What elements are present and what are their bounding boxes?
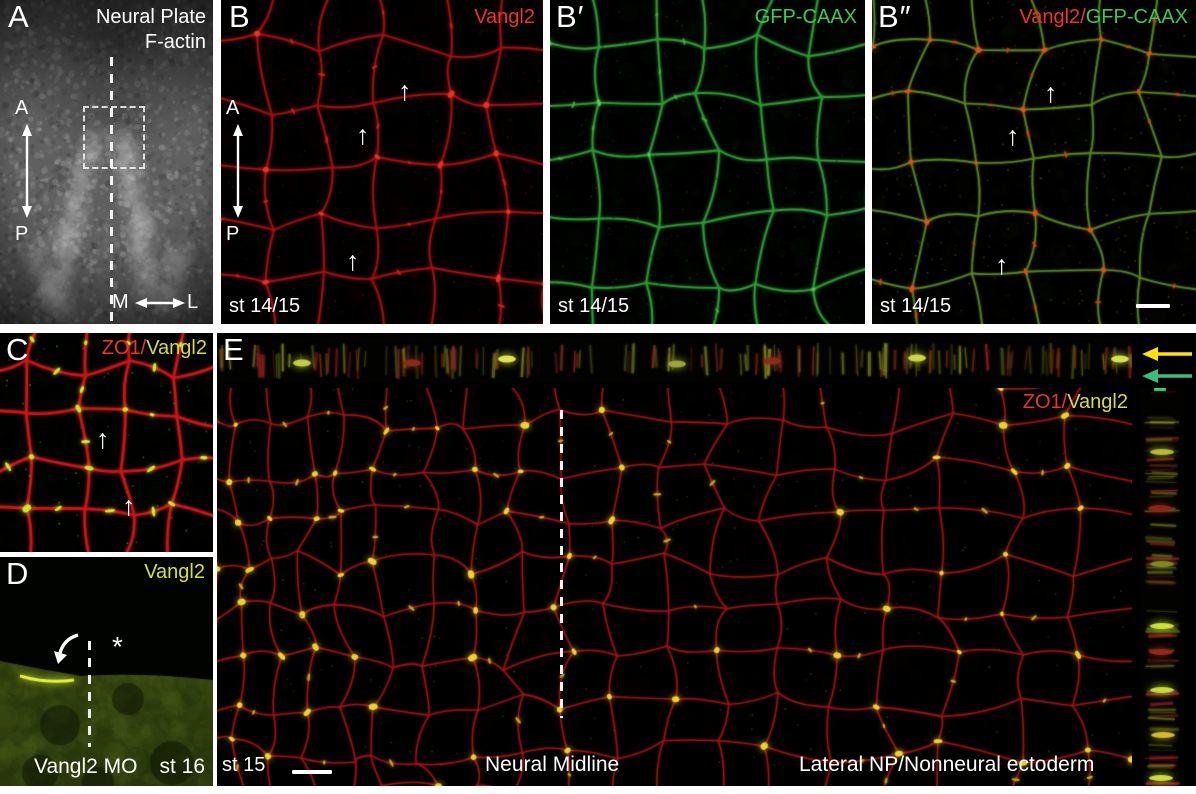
up-arrow-icon: ↑ bbox=[1006, 121, 1020, 151]
vangl2-morphant-micrograph bbox=[0, 557, 213, 786]
panel-c: C ZO1/Vangl2 ↑ ↑ bbox=[0, 333, 213, 552]
yellow-arrow-icon bbox=[1142, 347, 1192, 361]
gfp-caax-micrograph bbox=[550, 0, 865, 324]
panel-d: D Vangl2 * Vangl2 MO st 16 bbox=[0, 557, 213, 786]
axis-lateral-label: L bbox=[187, 291, 199, 313]
panel-e: E ZO1/Vangl2 st 15 Neural Midline Latera… bbox=[217, 333, 1196, 786]
marker-label: ZO1/Vangl2 bbox=[102, 336, 207, 361]
marker-label: GFP-CAAX bbox=[754, 6, 857, 28]
injection-boundary-dashed-line bbox=[88, 641, 91, 747]
up-arrow-icon: ↑ bbox=[346, 246, 360, 276]
panel-letter-a: A bbox=[8, 0, 30, 34]
axis-medial-label: M bbox=[112, 291, 129, 313]
up-arrow-icon: ↑ bbox=[356, 120, 370, 150]
panel-a: A Neural Plate F-actin A P M L bbox=[0, 0, 213, 324]
marker-yellow-part: Vangl2 bbox=[1067, 391, 1128, 413]
asterisk-marker: * bbox=[112, 631, 123, 662]
zo1-vangl2-micrograph bbox=[0, 333, 213, 552]
panel-letter-b-prime: B′ bbox=[556, 0, 585, 34]
stage-label: st 16 bbox=[159, 754, 205, 778]
up-arrow-icon: ↑ bbox=[1044, 78, 1058, 108]
panel-letter-c: C bbox=[6, 333, 30, 367]
ap-axis-arrow-icon bbox=[233, 124, 243, 218]
scale-bar bbox=[292, 770, 332, 774]
scale-bar bbox=[1136, 304, 1170, 308]
orthogonal-xz-view bbox=[217, 337, 1132, 383]
panel-letter-b-double-prime: B″ bbox=[878, 0, 912, 34]
marker-label: Vangl2 bbox=[474, 6, 535, 28]
axis-posterior-label: P bbox=[15, 223, 29, 245]
panel-letter-b: B bbox=[229, 0, 251, 34]
curved-arrow-icon bbox=[54, 633, 79, 664]
vangl2-micrograph bbox=[221, 0, 543, 324]
marker-red-part: ZO1 bbox=[101, 337, 141, 359]
marker-green-part: GFP-CAAX bbox=[1085, 6, 1188, 28]
vangl2-gfp-caax-merge-micrograph bbox=[872, 0, 1196, 324]
ml-axis-arrow-icon bbox=[135, 298, 185, 308]
marker-red-part: ZO1 bbox=[1022, 391, 1062, 413]
stain-label: F-actin bbox=[144, 31, 206, 53]
region-label-neural-midline: Neural Midline bbox=[485, 753, 620, 776]
roi-dashed-box bbox=[83, 106, 145, 169]
marker-red-part: Vangl2 bbox=[1019, 6, 1081, 28]
ap-axis-arrow-icon bbox=[22, 124, 32, 218]
panel-letter-d: D bbox=[6, 557, 30, 591]
stage-label: st 14/15 bbox=[880, 295, 952, 317]
marker-separator: / bbox=[140, 337, 147, 359]
axis-posterior-label: P bbox=[226, 223, 240, 245]
axis-anterior-label: A bbox=[15, 97, 29, 119]
stain-label: Neural Plate bbox=[95, 6, 206, 28]
panel-letter-e: E bbox=[223, 333, 245, 367]
marker-label: Vangl2/GFP-CAAX bbox=[1019, 5, 1188, 30]
axis-anterior-label: A bbox=[226, 97, 240, 119]
neural-plate-micrograph bbox=[0, 0, 213, 324]
panel-b-double-prime: B″ Vangl2/GFP-CAAX ↑ ↑ ↑ st 14/15 bbox=[872, 0, 1196, 324]
marker-label: ZO1/Vangl2 bbox=[1023, 390, 1128, 415]
marker-separator: / bbox=[1080, 6, 1086, 28]
marker-separator: / bbox=[1061, 391, 1068, 413]
stage-label: st 14/15 bbox=[558, 295, 630, 317]
up-arrow-icon: ↑ bbox=[96, 424, 110, 454]
up-arrow-icon: ↑ bbox=[398, 76, 412, 106]
green-arrow-icon bbox=[1142, 369, 1192, 383]
marker-label: Vangl2 bbox=[144, 561, 205, 583]
marker-yellow-part: Vangl2 bbox=[146, 337, 207, 359]
region-label-lateral-np: Lateral NP/Nonneural ectoderm bbox=[799, 753, 1095, 776]
panel-b: B Vangl2 A P ↑ ↑ ↑ st 14/15 bbox=[221, 0, 543, 324]
midline-dashed-line bbox=[560, 410, 563, 718]
neural-plate-enface-micrograph bbox=[217, 388, 1132, 786]
stage-label: st 14/15 bbox=[229, 295, 301, 317]
panel-a-title: Neural Plate F-actin bbox=[96, 5, 206, 55]
up-arrow-icon: ↑ bbox=[122, 491, 136, 521]
up-arrow-icon: ↑ bbox=[995, 250, 1009, 280]
stage-label: st 15 bbox=[222, 754, 266, 776]
panel-b-prime: B′ GFP-CAAX st 14/15 bbox=[550, 0, 865, 324]
orthogonal-yz-view bbox=[1140, 388, 1184, 786]
midline-dashed-line bbox=[110, 57, 113, 323]
treatment-label: Vangl2 MO bbox=[34, 754, 138, 778]
